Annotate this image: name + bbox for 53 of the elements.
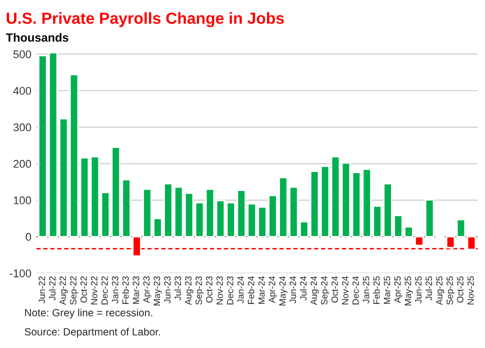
x-tick-label: Nov-25: [467, 276, 474, 304]
y-tick-label: 200: [14, 160, 32, 168]
x-tick-label: Feb-25: [373, 276, 380, 304]
y-tick-label: 100: [14, 196, 32, 204]
chart-subtitle: Thousands: [6, 33, 68, 42]
x-tick-label: May-24: [279, 276, 288, 306]
x-tick-label: Oct-24: [332, 276, 338, 303]
x-tick-label: Aug-22: [60, 276, 68, 306]
x-tick-label: Feb-24: [248, 276, 254, 304]
x-tick-label: Oct-23: [206, 276, 212, 303]
x-tick-label: Sep-25: [446, 276, 455, 305]
x-tick-label: Jun-24: [290, 276, 296, 304]
x-tick-label: Mar-24: [258, 276, 265, 304]
chart-title: U.S. Private Payrolls Change in Jobs: [6, 12, 284, 28]
x-tick-label: May-23: [154, 276, 162, 306]
x-tick-label: Feb-23: [122, 276, 129, 304]
y-tick-label: 400: [13, 86, 32, 95]
x-tick-label: Mar-25: [384, 276, 390, 304]
x-tick-label: Nov-22: [90, 276, 98, 304]
x-tick-label: Jan-23: [112, 276, 118, 304]
x-tick-label: Jan-24: [237, 276, 244, 304]
x-tick-label: Aug-25: [436, 276, 444, 306]
y-tick-label: -100: [10, 269, 32, 278]
x-tick-label: Sep-23: [196, 276, 204, 305]
x-tick-label: Nov-24: [342, 276, 348, 304]
x-tick-label: Jul-23: [174, 276, 182, 300]
y-tick-label: 500: [13, 50, 32, 58]
x-tick-label: Jun-25: [415, 276, 422, 304]
x-tick-label: Oct-22: [80, 276, 87, 303]
y-tick-label: 300: [13, 123, 32, 132]
x-tick-label: Dec-24: [352, 276, 359, 304]
x-tick-label: Dec-22: [101, 276, 108, 304]
x-tick-label: May-25: [404, 276, 413, 306]
x-tick-label: Jun-23: [164, 276, 171, 304]
y-tick-label: 0: [26, 232, 32, 241]
x-tick-label: Aug-24: [310, 276, 319, 306]
x-tick-label: Apr-23: [143, 276, 152, 304]
x-tick-label: Oct-25: [457, 276, 464, 303]
text: Note: Grey line = recession.: [25, 308, 152, 318]
x-tick-label: Apr-25: [394, 276, 402, 304]
x-tick-label: Jul-22: [48, 276, 56, 300]
source-note: Source: Department of Labor.: [24, 328, 160, 338]
x-tick-label: Jul-25: [425, 276, 432, 300]
x-tick-label: Nov-23: [216, 276, 223, 304]
x-tick-label: Sep-22: [70, 276, 78, 305]
x-tick-label: Apr-24: [268, 276, 277, 304]
x-tick-label: Jun-22: [38, 276, 46, 304]
x-tick-label: Aug-23: [185, 276, 194, 306]
x-tick-label: Dec-23: [226, 276, 234, 304]
x-tick-label: Mar-23: [132, 276, 140, 304]
x-tick-label: Jan-25: [362, 276, 370, 304]
x-tick-label: Jul-24: [300, 276, 307, 300]
x-tick-label: Sep-24: [321, 276, 330, 305]
